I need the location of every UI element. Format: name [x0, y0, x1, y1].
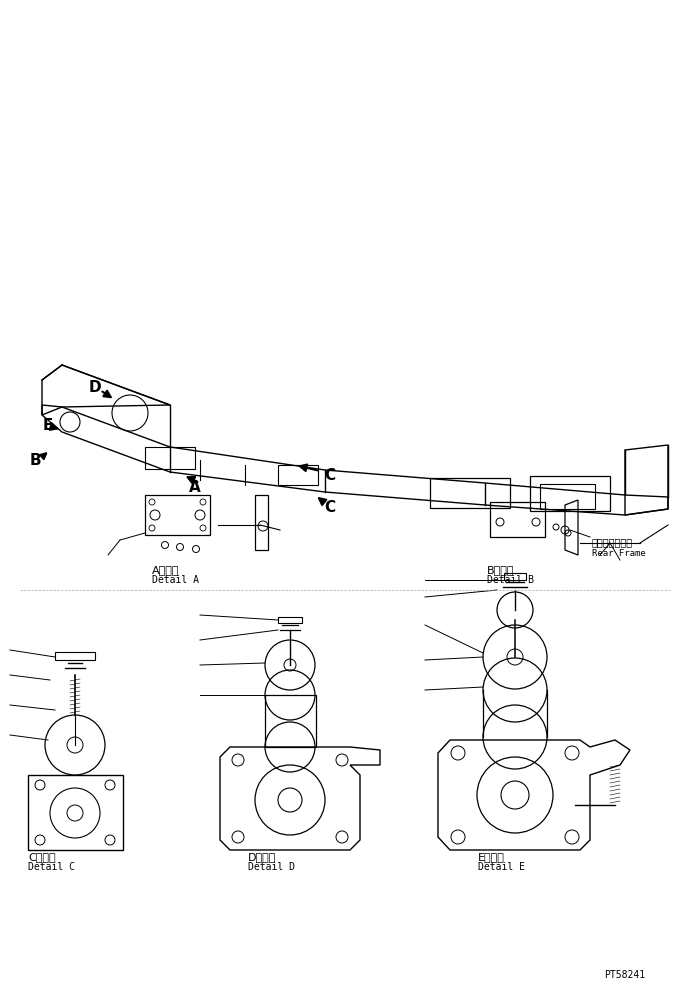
Bar — [145, 447, 195, 469]
Text: B: B — [29, 452, 41, 467]
Bar — [540, 484, 595, 509]
Text: Rear Frame: Rear Frame — [592, 549, 646, 558]
Text: リヤーフレーム: リヤーフレーム — [592, 537, 633, 547]
Text: Detail A: Detail A — [152, 575, 199, 585]
Text: Detail E: Detail E — [478, 862, 525, 872]
Bar — [145, 495, 210, 535]
Bar — [490, 502, 545, 537]
Text: E: E — [43, 417, 53, 432]
Text: A　詳細: A 詳細 — [152, 565, 179, 575]
Text: PT58241: PT58241 — [604, 970, 645, 980]
Bar — [504, 573, 526, 580]
Bar — [530, 476, 610, 511]
Text: Detail C: Detail C — [28, 862, 75, 872]
Bar — [28, 775, 123, 850]
Text: Detail B: Detail B — [487, 575, 534, 585]
Text: C　詳細: C 詳細 — [28, 852, 56, 862]
Bar — [278, 617, 302, 623]
Text: C: C — [324, 467, 335, 482]
Text: Detail D: Detail D — [248, 862, 295, 872]
Bar — [55, 652, 95, 660]
Text: B　詳細: B 詳細 — [487, 565, 515, 575]
Bar — [430, 478, 510, 508]
Text: E　詳細: E 詳細 — [478, 852, 505, 862]
Text: D: D — [89, 380, 101, 395]
Text: D　詳細: D 詳細 — [248, 852, 277, 862]
Text: C: C — [324, 499, 335, 515]
Bar — [278, 465, 318, 485]
Text: A: A — [189, 479, 201, 494]
